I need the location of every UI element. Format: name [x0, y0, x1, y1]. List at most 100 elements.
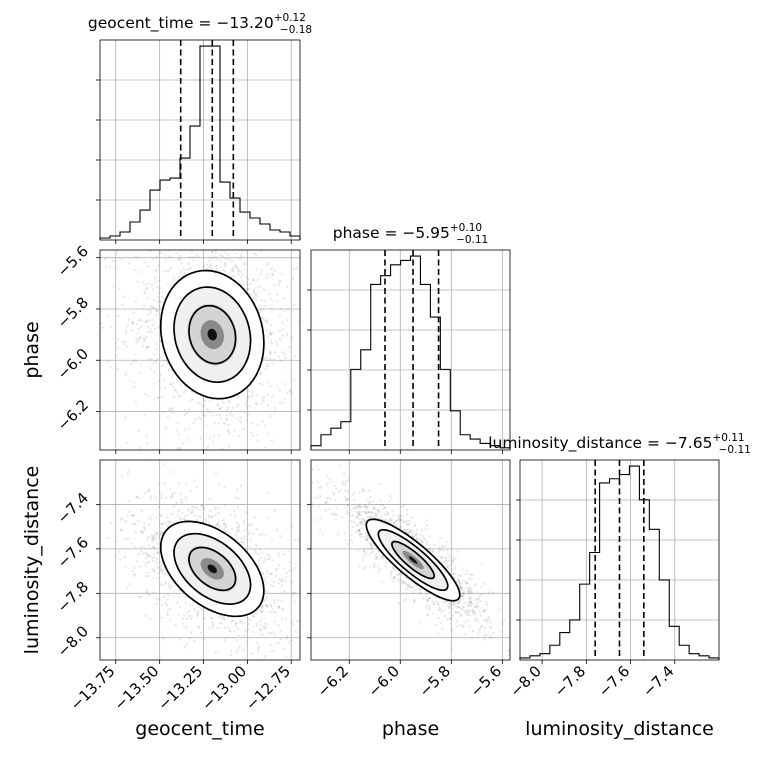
sample-point: [403, 581, 407, 585]
sample-point: [363, 489, 366, 492]
sample-point: [377, 510, 380, 513]
sample-point: [141, 281, 145, 284]
sample-point: [376, 557, 380, 561]
sample-point: [469, 590, 473, 593]
sample-point: [367, 515, 370, 519]
sample-point: [171, 492, 174, 495]
sample-point: [147, 265, 150, 268]
sample-point: [179, 257, 183, 261]
sample-point: [370, 542, 373, 545]
sample-point: [363, 519, 367, 523]
sample-point: [166, 516, 169, 519]
sample-point: [450, 647, 453, 650]
sample-point: [285, 285, 289, 289]
sample-point: [446, 565, 449, 569]
sample-point: [411, 532, 414, 535]
sample-point: [445, 540, 448, 544]
sample-point: [168, 223, 170, 225]
sample-point: [221, 232, 223, 234]
sample-point: [188, 255, 191, 259]
sample-point: [406, 531, 409, 535]
sample-point: [491, 631, 495, 634]
sample-point: [255, 622, 258, 626]
sample-point: [400, 505, 403, 508]
sample-point: [143, 340, 146, 343]
sample-point: [209, 266, 212, 270]
sample-point: [395, 569, 398, 572]
sample-point: [280, 169, 282, 171]
sample-point: [203, 399, 207, 402]
sample-point: [355, 530, 358, 534]
sample-point: [343, 532, 346, 535]
sample-point: [448, 611, 451, 614]
x-tick-label: −6.2: [314, 662, 352, 700]
sample-point: [259, 372, 262, 376]
sample-point: [176, 380, 180, 383]
sample-point: [154, 597, 157, 601]
sample-point: [374, 516, 377, 519]
sample-point: [235, 651, 238, 654]
sample-point: [176, 601, 179, 604]
sample-point: [168, 203, 170, 205]
sample-point: [448, 564, 452, 567]
sample-point: [129, 362, 133, 366]
sample-point: [164, 454, 166, 456]
sample-point: [249, 539, 252, 542]
sample-point: [182, 391, 186, 394]
sample-point: [235, 526, 239, 529]
sample-point: [412, 534, 415, 538]
sample-point: [247, 524, 250, 528]
sample-point: [389, 517, 392, 520]
sample-point: [139, 363, 142, 366]
sample-point: [261, 610, 264, 613]
sample-point: [384, 519, 387, 522]
sample-point: [360, 517, 364, 520]
sample-point: [244, 616, 247, 619]
density-peak: [408, 556, 418, 564]
sample-point: [187, 427, 191, 431]
sample-point: [177, 510, 180, 513]
contour-level-3: [159, 269, 265, 400]
sample-point: [344, 496, 347, 499]
sample-point: [218, 622, 222, 625]
sample-point: [163, 573, 167, 576]
sample-point: [307, 341, 309, 343]
sample-point: [158, 299, 161, 303]
sample-point: [218, 407, 222, 411]
sample-point: [190, 614, 193, 618]
sample-point: [350, 519, 353, 523]
sample-point: [136, 332, 139, 336]
sample-point: [402, 504, 406, 508]
sample-point: [426, 614, 430, 617]
sample-point: [183, 271, 186, 275]
sample-point: [175, 501, 178, 505]
sample-point: [183, 413, 186, 416]
sample-point: [421, 539, 424, 543]
sample-point: [133, 268, 136, 272]
sample-point: [273, 406, 276, 409]
sample-point: [188, 268, 191, 271]
sample-point: [206, 267, 209, 270]
sample-point: [482, 610, 486, 614]
sample-point: [205, 520, 208, 524]
sample-point: [259, 611, 263, 614]
sample-point: [157, 296, 160, 299]
sample-point: [364, 511, 367, 514]
sample-point: [432, 543, 436, 547]
sample-point: [387, 511, 390, 515]
sample-point: [370, 543, 373, 546]
sample-point: [227, 428, 230, 432]
sample-point: [164, 522, 168, 525]
sample-point: [303, 360, 305, 362]
sample-point: [147, 395, 151, 398]
joint-panel-geocent-time-vs-luminosity-distance: [99, 454, 304, 661]
sample-point: [302, 630, 304, 632]
sample-point: [261, 604, 265, 608]
sample-point: [466, 582, 469, 585]
sample-point: [144, 557, 147, 560]
sample-point: [410, 516, 413, 519]
sample-point: [177, 433, 180, 436]
sample-point: [358, 529, 361, 532]
sample-point: [351, 525, 355, 528]
sample-point: [291, 277, 295, 280]
